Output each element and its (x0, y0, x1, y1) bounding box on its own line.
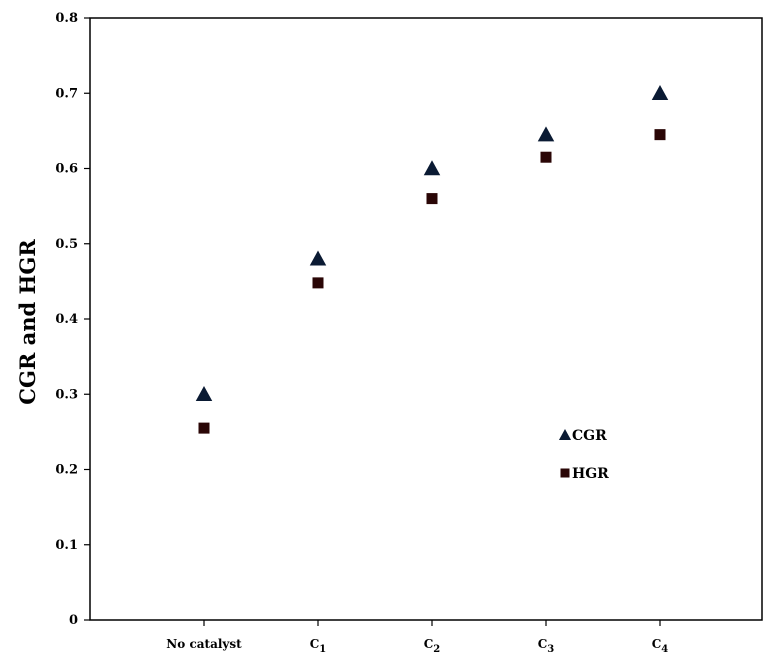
legend-marker-cgr (558, 428, 572, 440)
y-tick-label: 0.6 (55, 162, 78, 177)
y-tick-label: 0.2 (55, 463, 78, 478)
y-axis-label: CGR and HGR (15, 239, 40, 405)
hgr-point (540, 151, 552, 163)
legend-label-cgr: CGR (572, 428, 607, 444)
x-tick-label: No catalyst (166, 637, 242, 651)
y-tick-label: 0.1 (55, 538, 78, 553)
x-tick-label-main: No catalyst (166, 637, 242, 651)
data-points (195, 85, 669, 434)
hgr-point (198, 422, 210, 434)
x-tick-label-main: C (652, 637, 662, 651)
legend-label-hgr: HGR (572, 466, 609, 482)
x-axis-ticks: No catalyst C1 C2 C3 C4 (166, 620, 668, 655)
legend: CGR HGR (558, 428, 609, 482)
y-tick-label: 0.7 (55, 86, 78, 101)
x-tick-label: C3 (538, 637, 555, 655)
y-tick-label: 0.5 (55, 237, 78, 252)
cgr-point (651, 85, 669, 100)
y-tick-label: 0.8 (55, 11, 78, 26)
axes (89, 17, 763, 621)
x-tick-label-subscript: 4 (661, 644, 668, 655)
hgr-point (654, 129, 666, 141)
x-tick-label: C2 (424, 637, 441, 655)
cgr-point (195, 386, 213, 401)
x-tick-label: C4 (652, 637, 669, 655)
cgr-point (309, 250, 327, 266)
y-tick-label: 0.4 (55, 312, 78, 327)
plot-frame (89, 17, 763, 621)
x-tick-label-subscript: 3 (547, 644, 554, 655)
x-tick-label: C1 (310, 637, 327, 655)
y-tick-label: 0.3 (55, 387, 78, 402)
legend-marker-hgr (560, 468, 570, 478)
hgr-point (426, 193, 438, 205)
y-tick-label: 0 (69, 613, 78, 628)
x-tick-label-main: C (424, 637, 434, 651)
cgr-point (423, 160, 441, 176)
hgr-point (312, 277, 324, 289)
x-tick-label-subscript: 2 (433, 644, 440, 655)
cgr-point (537, 126, 555, 142)
x-tick-label-main: C (538, 637, 548, 651)
x-tick-label-main: C (310, 637, 320, 651)
x-tick-label-subscript: 1 (319, 644, 326, 655)
y-axis-ticks: 0 0.1 0.2 0.3 0.4 0.5 0.6 0.7 0.8 (55, 11, 90, 628)
